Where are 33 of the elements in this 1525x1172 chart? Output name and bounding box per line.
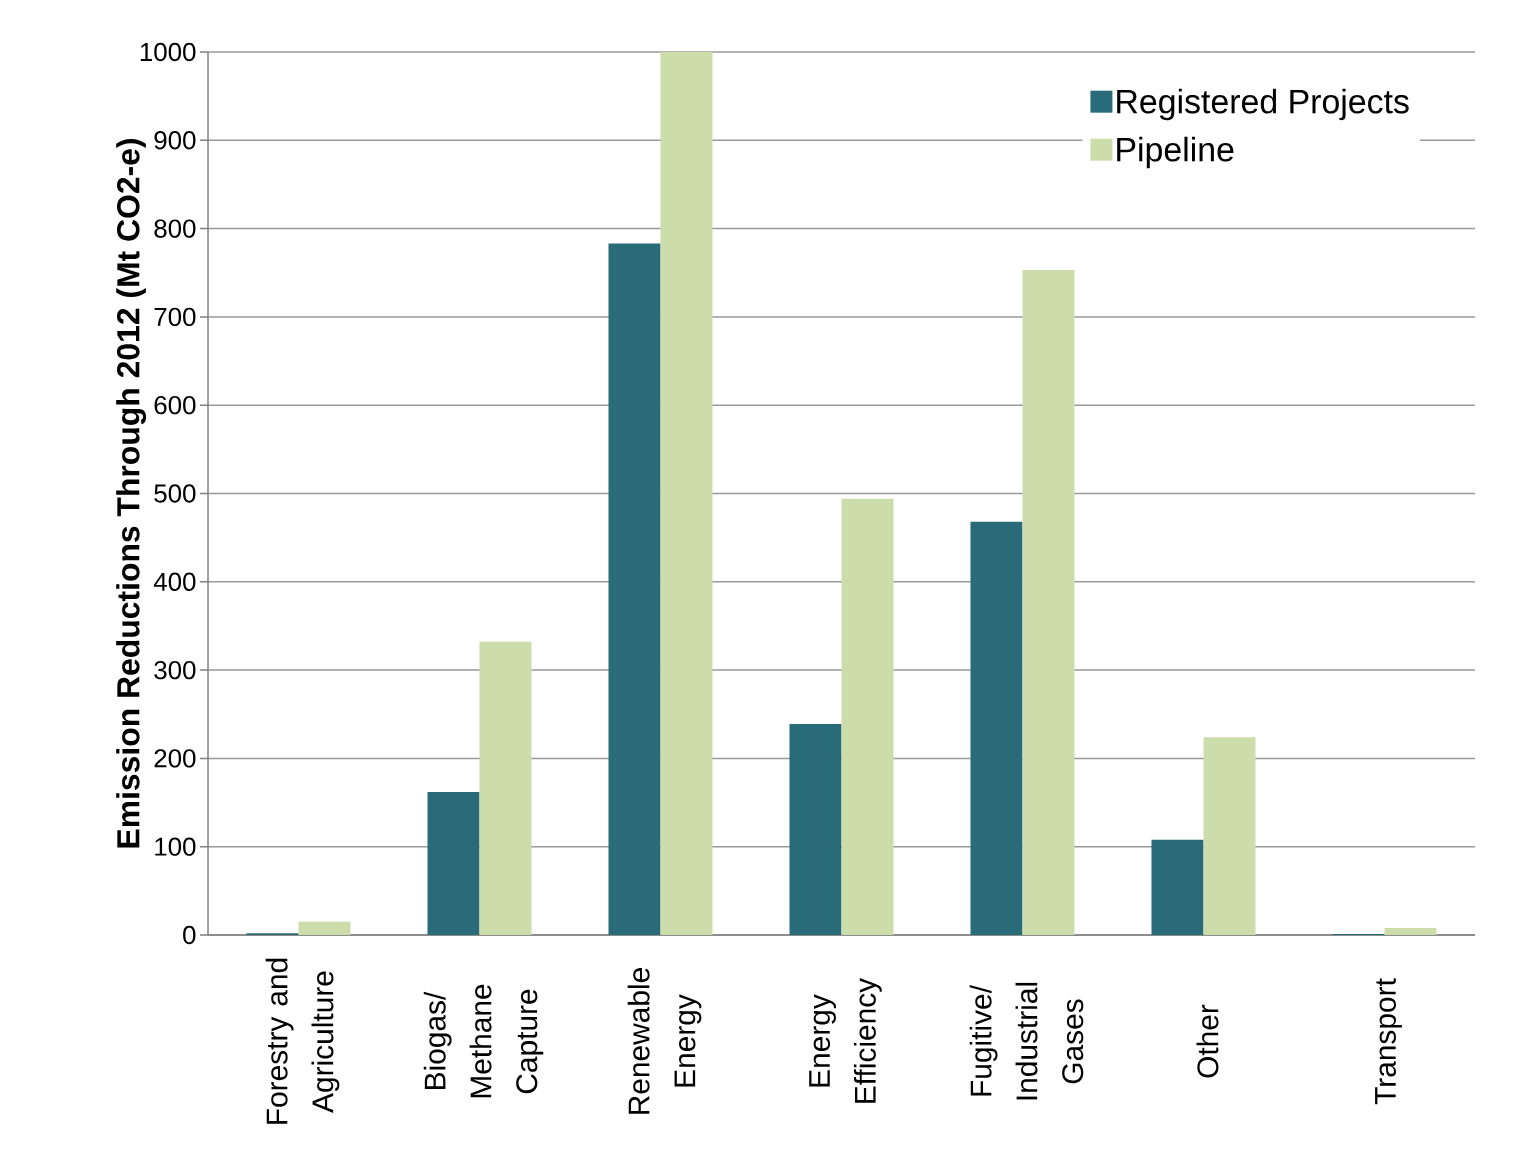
y-tick-label: 700 [154,307,196,327]
y-tick-label: 500 [154,484,196,503]
x-tick-label: Transport [1375,978,1402,1105]
bar [970,521,1023,935]
bar [841,498,894,935]
y-tick-label: 900 [154,131,196,150]
y-tick-label: 300 [154,660,196,680]
y-tick-label: 800 [154,219,196,238]
bar [1022,270,1075,935]
x-tick-label: Renewable Energy [627,968,702,1114]
x-tick-label: Fugitive/ Industrial Gases [969,982,1084,1100]
x-tick-label: Other [1196,1004,1219,1078]
y-tick-label: 1000 [140,42,196,62]
x-tick-label: Energy Efficiency [809,977,882,1103]
y-axis-title: Emission Reductions Through 2012 (Mt CO2-e) [116,139,147,848]
y-tick-label: 100 [155,837,196,856]
x-tick-label: Forestry and Agriculture [265,958,340,1124]
bar [608,243,661,935]
y-tick-label: 600 [154,396,196,415]
bar [1384,927,1437,935]
y-tick-label: 200 [154,749,196,768]
bar [427,791,480,935]
y-tick-label: 0 [183,925,196,945]
x-tick-label: Biogas/ Methane Capture [423,984,544,1098]
legend-label: Registered Projects [1117,88,1409,121]
y-tick-label: 400 [153,572,196,591]
bar [479,641,532,935]
bar [660,51,713,935]
bar [298,921,351,935]
bar [1151,839,1204,935]
legend-label: Pipeline [1117,136,1234,169]
bar [789,723,842,935]
bar [1203,737,1256,935]
